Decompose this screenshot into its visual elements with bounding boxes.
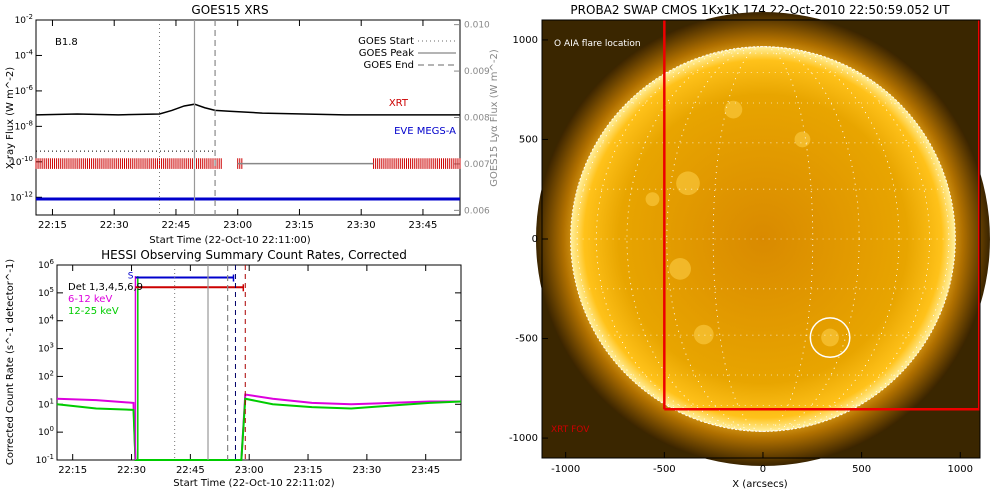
goes-marks: 22:15 22:30 22:45 23:00 23:15 23:30 23:45 10-2 1… xyxy=(10,13,490,231)
hessi-y-tick-label: 100 xyxy=(38,425,54,438)
swap-x-tick-label: -500 xyxy=(653,464,676,475)
goes-y-tick-label: 10-6 xyxy=(15,84,34,97)
swap-xrt-label: XRT FOV xyxy=(551,425,590,435)
goes-y-right-tick-label: 0.007 xyxy=(464,160,490,170)
goes-series-0 xyxy=(35,103,460,116)
goes-x-tick-label: 23:15 xyxy=(285,220,314,231)
hessi-plot-frame xyxy=(56,264,462,461)
hessi-y-tick-label: 106 xyxy=(38,258,54,271)
goes-y-tick-label: 10-4 xyxy=(15,48,34,61)
goes-title: GOES15 XRS xyxy=(191,3,268,17)
goes-y-right-tick-label: 0.009 xyxy=(464,67,490,77)
swap-bright-region xyxy=(724,100,743,119)
hessi-panel: HESSI Observing Summary Count Rates, Cor… xyxy=(5,248,462,489)
hessi-series-1 xyxy=(56,397,462,461)
goes-x-tick-label: 23:00 xyxy=(223,220,252,231)
hessi-legend-label: 12-25 keV xyxy=(68,306,119,317)
swap-x-tick-label: 0 xyxy=(760,464,766,475)
goes-x-tick-label: 22:15 xyxy=(38,220,67,231)
goes-y-right-tick-label: 0.008 xyxy=(464,114,490,124)
swap-marks: -1000 -500 0 500 1000 1000 500 0 -500 -1000 xyxy=(509,12,990,475)
hessi-y-tick-label: 101 xyxy=(38,397,54,410)
goes-legend-label: GOES Start xyxy=(358,36,414,47)
hessi-y-tick-label: 105 xyxy=(38,286,54,299)
goes-xlabel: Start Time (22-Oct-10 22:11:00) xyxy=(149,235,310,246)
swap-y-tick-label: 1000 xyxy=(513,35,538,46)
goes-legend-label: GOES End xyxy=(364,60,414,71)
hessi-x-tick-label: 22:45 xyxy=(176,465,205,476)
hessi-y-tick-label: 10-1 xyxy=(36,453,54,466)
hessi-legend-label: 6-12 keV xyxy=(68,294,112,305)
swap-bright-region xyxy=(645,192,660,207)
hessi-x-tick-label: 22:15 xyxy=(58,465,87,476)
hessi-y-tick-label: 104 xyxy=(38,314,54,327)
hessi-x-tick-label: 23:30 xyxy=(352,465,381,476)
goes-class-label: B1.8 xyxy=(55,37,78,48)
swap-image-panel: PROBA2 SWAP CMOS 1Kx1K 174 22-Oct-2010 2… xyxy=(509,3,990,490)
swap-y-tick-label: 0 xyxy=(532,234,538,245)
goes-ylabel: X-ray Flux (W m^-2) xyxy=(5,67,16,169)
hessi-y-tick-label: 102 xyxy=(38,369,54,382)
goes-y-tick-label: 10-2 xyxy=(15,13,33,26)
hessi-xlabel: Start Time (22-Oct-10 22:11:02) xyxy=(173,478,334,489)
hessi-legend-label: Det 1,3,4,5,6,9 xyxy=(68,282,143,293)
goes-x-tick-label: 23:45 xyxy=(409,220,438,231)
swap-bright-region xyxy=(794,131,811,148)
goes-y-tick-label: 10-8 xyxy=(15,119,33,132)
swap-y-tick-label: -1000 xyxy=(509,433,538,444)
hessi-x-tick-label: 23:00 xyxy=(235,465,264,476)
swap-bright-region xyxy=(669,258,691,280)
hessi-x-tick-label: 23:45 xyxy=(411,465,440,476)
goes-xrt-annotation: XRT xyxy=(389,98,409,109)
swap-x-tick-label: 500 xyxy=(852,464,871,475)
swap-aia-label: O AIA flare location xyxy=(554,39,641,49)
goes-x-tick-label: 22:30 xyxy=(100,220,129,231)
goes-x-tick-label: 23:30 xyxy=(347,220,376,231)
swap-plot-frame xyxy=(541,19,981,459)
swap-bright-region xyxy=(693,324,714,345)
goes-y-right-tick-label: 0.010 xyxy=(464,21,490,31)
hessi-ylabel: Corrected Count Rate (s^-1 detector^-1) xyxy=(5,259,16,465)
goes-x-tick-label: 22:45 xyxy=(162,220,191,231)
swap-grid-longitude xyxy=(595,46,930,432)
hessi-y-tick-label: 103 xyxy=(38,342,54,355)
hessi-x-tick-label: 23:15 xyxy=(294,465,323,476)
goes-legend-label: GOES Peak xyxy=(359,48,414,59)
hessi-title: HESSI Observing Summary Count Rates, Cor… xyxy=(101,248,407,262)
swap-xlabel: X (arcsecs) xyxy=(732,479,788,490)
goes-eve-annotation: EVE MEGS-A xyxy=(394,126,456,137)
hessi-flag-label: S xyxy=(128,272,134,282)
swap-grid-longitude xyxy=(666,46,860,432)
goes-xrs-panel: GOES15 XRS 22:15 22:30 22:45 23:00 23:15 23:3… xyxy=(5,3,500,246)
swap-limb-outline xyxy=(570,46,956,432)
swap-bright-region xyxy=(821,328,839,347)
swap-aia-flare-circle xyxy=(809,317,851,359)
swap-title: PROBA2 SWAP CMOS 1Kx1K 174 22-Oct-2010 2… xyxy=(570,3,950,17)
swap-heliographic-grid xyxy=(570,46,956,432)
swap-x-tick-label: -1000 xyxy=(551,464,580,475)
swap-y-tick-label: -500 xyxy=(515,334,538,345)
swap-grid-longitude xyxy=(626,46,900,432)
goes-ylabel-right: GOES15 Lyα Flux (W m^-2) xyxy=(489,49,500,187)
hessi-x-tick-label: 22:30 xyxy=(117,465,146,476)
swap-bright-region xyxy=(676,171,700,196)
swap-y-tick-label: 500 xyxy=(519,134,538,145)
goes-y-tick-label: 10-10 xyxy=(10,155,33,168)
goes-y-right-tick-label: 0.006 xyxy=(464,206,490,216)
hessi-marks: 22:15 22:30 22:45 23:00 23:15 23:30 23:45 106 10… xyxy=(36,258,462,476)
goes-y-tick-label: 10-12 xyxy=(10,190,33,203)
swap-x-tick-label: 1000 xyxy=(948,464,973,475)
